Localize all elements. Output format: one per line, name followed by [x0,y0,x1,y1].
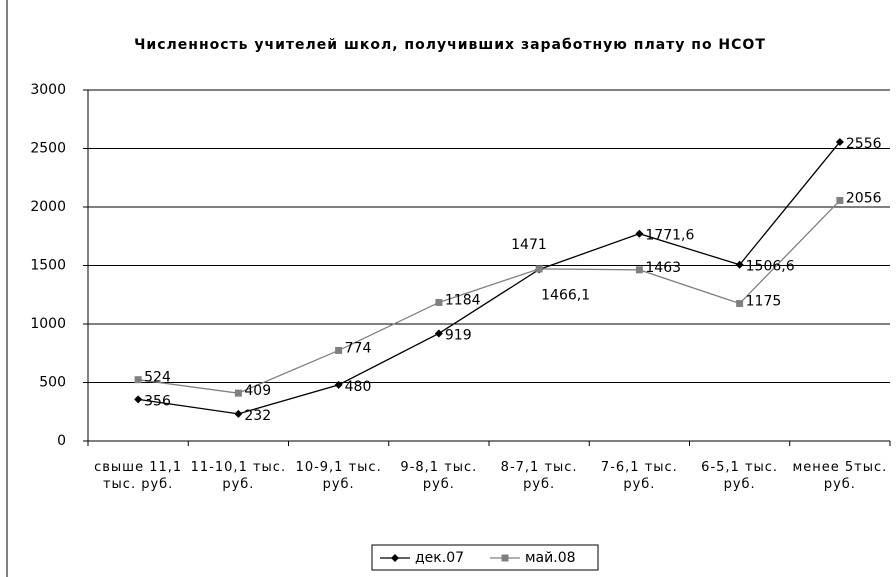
x-tick-label: 8-7,1 тыс. руб. [500,460,578,492]
point [736,300,744,308]
point [234,409,243,418]
x-tick-label: свыше 11,1 тыс. руб. [94,460,183,492]
y-tick-label: 1000 [30,316,66,332]
point [635,266,643,274]
data-label: 2056 [846,190,882,206]
point [635,229,644,238]
point [435,298,443,306]
x-tick-label: 6-5,1 тыс. руб. [701,460,779,492]
x-tick-label: 11-10,1 тыс. руб. [190,460,287,492]
point [334,380,343,389]
x-tick-label: 9-8,1 тыс. руб. [400,460,478,492]
y-tick-label: 2000 [30,199,66,215]
data-label: 1184 [445,292,481,308]
legend-label: май.08 [525,550,576,566]
point [134,395,143,404]
point [234,389,242,397]
data-label: 1506,6 [746,259,795,275]
series-line [138,141,841,415]
data-label: 356 [144,393,171,409]
x-tick-label: 10-9,1 тыс. руб. [295,460,382,492]
data-label: 2556 [846,136,882,152]
y-tick-label: 2500 [30,141,66,157]
data-label: 524 [144,370,171,386]
data-label: 409 [244,383,271,399]
data-label: 1471 [511,237,547,253]
point [535,265,543,273]
series-line [138,199,841,394]
point [434,329,443,338]
point [391,554,399,562]
data-label: 774 [345,340,372,356]
point [134,376,142,384]
data-label: 919 [445,327,472,343]
point [335,346,343,354]
y-tick-label: 500 [39,375,66,391]
y-tick-label: 1500 [30,258,66,274]
data-label: 232 [244,408,271,424]
point [735,260,744,269]
point [835,137,844,146]
data-label: 480 [345,379,372,395]
x-tick-label: менее 5тыс. руб. [792,460,888,492]
y-tick-label: 0 [57,433,66,449]
point [836,196,844,204]
point [501,554,509,562]
legend-label: дек.07 [415,550,464,566]
data-label: 1175 [746,294,782,310]
y-tick-label: 3000 [30,82,66,98]
data-label: 1771,6 [645,228,694,244]
data-label: 1463 [645,260,681,276]
data-label: 1466,1 [541,287,590,303]
chart-title: Численность учителей школ, получивших за… [134,37,766,53]
x-tick-label: 7-6,1 тыс. руб. [600,460,678,492]
